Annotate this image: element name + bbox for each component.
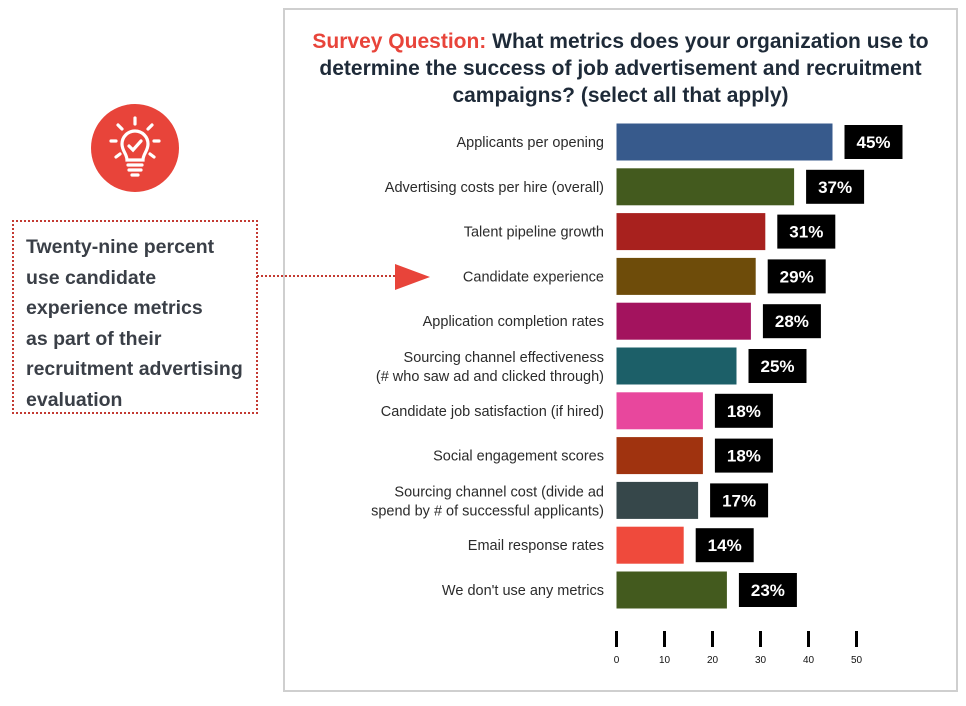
category-label: Sourcing channel cost (divide ad xyxy=(394,484,604,500)
bar xyxy=(616,481,699,519)
callout-line: as part of their xyxy=(26,327,162,350)
bar xyxy=(616,213,766,251)
callout-connector xyxy=(257,275,395,277)
value-label: 14% xyxy=(708,536,742,555)
callout-line: experience metrics xyxy=(26,297,203,319)
value-label-box xyxy=(762,304,821,339)
callout-line: recruitment advertising xyxy=(26,358,243,380)
bar xyxy=(616,571,727,609)
category-label: Sourcing channel effectiveness xyxy=(404,350,604,366)
value-label-box xyxy=(748,349,807,383)
lightbulb-check-icon xyxy=(91,104,179,192)
value-label-box xyxy=(767,259,826,294)
chart-title-line: Survey Question: What metrics does your … xyxy=(285,28,956,55)
value-label: 37% xyxy=(818,178,852,197)
bar xyxy=(616,347,737,385)
category-label: Candidate experience xyxy=(463,269,604,285)
bar xyxy=(616,302,751,340)
arrow-right-icon xyxy=(395,264,430,290)
chart-title-lead: Survey Question: xyxy=(312,30,487,53)
category-label: Application completion rates xyxy=(423,314,604,330)
value-label: 23% xyxy=(751,581,785,600)
x-tick-label: 10 xyxy=(659,655,671,666)
value-label: 18% xyxy=(727,447,761,466)
category-label: (# who saw ad and clicked through) xyxy=(376,369,604,385)
x-tick-label: 20 xyxy=(707,655,719,666)
x-tick xyxy=(615,631,618,647)
callout-box: Twenty-nine percent use candidate experi… xyxy=(12,220,258,414)
callout-text: Twenty-nine percent use candidate experi… xyxy=(26,232,256,415)
value-label: 18% xyxy=(727,402,761,421)
x-tick-label: 40 xyxy=(803,655,815,666)
chart-title-line: campaigns? (select all that apply) xyxy=(452,84,789,107)
category-label: Candidate job satisfaction (if hired) xyxy=(381,404,604,420)
value-label: 45% xyxy=(856,133,890,152)
callout-line: evaluation xyxy=(26,388,123,411)
bar xyxy=(616,526,684,564)
callout-line: use candidate xyxy=(26,266,157,289)
chart-title-text: What metrics does your organization use … xyxy=(492,30,929,53)
value-label-box xyxy=(695,528,754,563)
x-tick-label: 0 xyxy=(614,655,620,666)
category-label: Social engagement scores xyxy=(433,449,604,465)
chart-title: Survey Question: What metrics does your … xyxy=(285,28,956,109)
value-label: 31% xyxy=(789,223,823,242)
value-label-box xyxy=(844,125,903,159)
value-label: 17% xyxy=(722,491,756,510)
category-label: We don't use any metrics xyxy=(442,583,604,599)
category-label: Applicants per opening xyxy=(456,135,604,151)
category-label: spend by # of successful applicants) xyxy=(371,503,604,519)
x-tick xyxy=(663,631,666,647)
x-tick xyxy=(711,631,714,647)
callout-line: Twenty-nine percent xyxy=(26,236,215,258)
chart-panel xyxy=(283,8,958,692)
x-tick xyxy=(855,631,858,647)
x-tick-label: 50 xyxy=(851,655,863,666)
bar xyxy=(616,123,833,161)
x-tick xyxy=(807,631,810,647)
value-label: 29% xyxy=(780,267,814,286)
bar xyxy=(616,437,703,475)
chart-title-line: determine the success of job advertiseme… xyxy=(319,57,922,80)
value-label-box xyxy=(714,438,773,473)
category-label: Email response rates xyxy=(468,538,604,554)
value-label-box xyxy=(806,169,865,204)
category-label: Advertising costs per hire (overall) xyxy=(385,180,604,196)
bar xyxy=(616,168,795,206)
value-label-box xyxy=(710,483,769,518)
value-label-box xyxy=(777,214,836,249)
bar xyxy=(616,392,703,430)
value-label-box xyxy=(714,393,773,428)
value-label: 25% xyxy=(760,357,794,376)
category-label: Talent pipeline growth xyxy=(464,225,604,241)
value-label-box xyxy=(738,573,797,607)
bar xyxy=(616,257,756,295)
x-tick-label: 30 xyxy=(755,655,767,666)
x-tick xyxy=(759,631,762,647)
value-label: 28% xyxy=(775,312,809,331)
